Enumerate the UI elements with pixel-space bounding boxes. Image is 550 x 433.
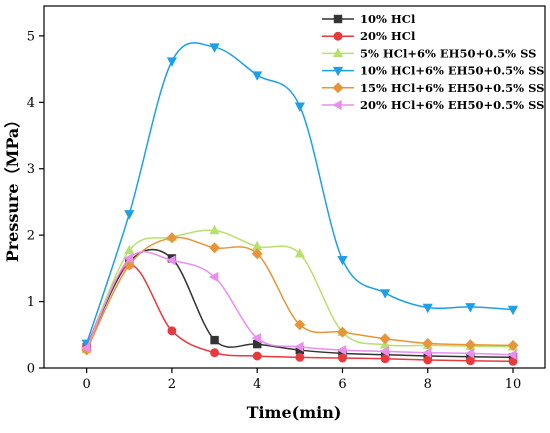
- legend-label: 10% HCl: [360, 12, 416, 26]
- data-point: [464, 348, 475, 359]
- data-point: [422, 347, 432, 358]
- data-point: [208, 271, 219, 283]
- data-point: [295, 352, 305, 362]
- data-point: [507, 349, 517, 360]
- legend-marker: [332, 66, 344, 77]
- ticks-layer: 0 2 4 6 8 10 0 1 2 3 4 5: [27, 29, 522, 392]
- legend-label: 15% HCl+6% EH50+0.5% SS: [360, 81, 544, 95]
- data-point: [123, 253, 134, 264]
- legend-item: 20% HCl+6% EH50+0.5% SS: [322, 98, 544, 112]
- series-line: [85, 251, 514, 356]
- data-point: [294, 319, 306, 331]
- legend-marker: [333, 31, 343, 41]
- data-point: [336, 326, 348, 338]
- data-point: [166, 57, 178, 67]
- legend: 10% HCl 20% HCl 5% HCl+6% EH50+0.5% SS 10% …: [322, 12, 544, 112]
- data-point: [251, 248, 263, 260]
- data-point: [379, 346, 389, 357]
- legend-marker: [332, 47, 344, 58]
- data-point: [379, 333, 391, 345]
- data-point: [380, 354, 390, 364]
- y-tick-label: 4: [27, 96, 35, 111]
- series-6: [80, 251, 517, 360]
- data-point: [209, 224, 220, 235]
- data-point: [166, 232, 178, 244]
- x-tick-label: 10: [505, 377, 522, 392]
- data-point: [338, 353, 347, 363]
- data-point: [507, 305, 519, 316]
- y-axis-title: Pressure（MPa）: [3, 112, 22, 263]
- legend-label: 20% HCl+6% EH50+0.5% SS: [360, 98, 544, 112]
- x-tick-label: 2: [168, 377, 176, 392]
- data-point: [252, 71, 263, 81]
- y-tick-label: 5: [27, 29, 35, 44]
- data-point: [336, 344, 347, 356]
- y-tick-label: 2: [27, 229, 35, 244]
- data-point: [465, 303, 476, 313]
- y-tick-label: 3: [27, 162, 35, 177]
- data-point: [210, 348, 219, 358]
- data-point: [166, 255, 176, 266]
- x-axis-title: Time(min): [247, 403, 342, 422]
- series-4: [81, 42, 519, 350]
- legend-marker: [332, 82, 344, 94]
- series-2: [82, 260, 518, 366]
- data-point: [422, 303, 433, 314]
- y-tick-label: 1: [27, 295, 35, 310]
- legend-label: 20% HCl: [360, 29, 416, 43]
- legend-item: 5% HCl+6% EH50+0.5% SS: [322, 46, 536, 60]
- data-point: [507, 339, 519, 351]
- plot-frame: [43, 5, 546, 369]
- x-tick-label: 4: [253, 377, 261, 392]
- legend-marker: [333, 14, 343, 24]
- data-point: [380, 289, 391, 299]
- data-point: [124, 210, 135, 220]
- data-point: [80, 342, 91, 354]
- legend-item: 15% HCl+6% EH50+0.5% SS: [322, 81, 544, 95]
- legend-marker: [332, 99, 342, 111]
- x-tick-label: 8: [424, 377, 432, 392]
- data-point: [209, 43, 220, 53]
- data-point: [337, 255, 348, 266]
- series-line: [85, 236, 514, 351]
- data-point: [209, 242, 221, 254]
- data-point: [294, 341, 304, 352]
- data-point: [422, 337, 434, 349]
- x-tick-label: 6: [338, 377, 346, 392]
- legend-label: 10% HCl+6% EH50+0.5% SS: [360, 64, 544, 78]
- legend-item: 10% HCl+6% EH50+0.5% SS: [322, 64, 544, 78]
- data-point: [294, 248, 305, 258]
- data-point: [252, 351, 262, 361]
- series-line: [85, 248, 514, 359]
- legend-item: 20% HCl: [322, 29, 416, 43]
- series-3: [81, 224, 519, 354]
- data-point: [124, 244, 135, 255]
- data-point: [464, 339, 476, 351]
- data-point: [294, 102, 305, 112]
- data-point: [423, 355, 433, 365]
- legend-label: 5% HCl+6% EH50+0.5% SS: [360, 46, 536, 60]
- data-point: [210, 335, 219, 345]
- x-tick-label: 0: [82, 377, 90, 392]
- series-line: [85, 264, 514, 363]
- data-point: [167, 326, 177, 336]
- y-tick-label: 0: [27, 362, 35, 377]
- data-point: [465, 356, 475, 366]
- legend-item: 10% HCl: [322, 12, 416, 26]
- series-layer: [80, 42, 519, 366]
- data-point: [251, 333, 261, 344]
